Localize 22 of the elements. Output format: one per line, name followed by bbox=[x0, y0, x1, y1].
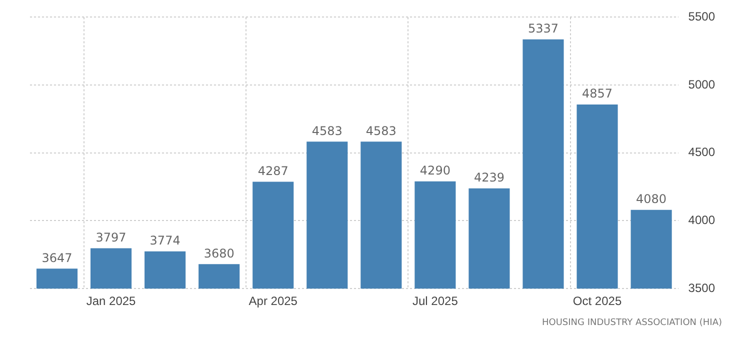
data-label: 4287 bbox=[258, 164, 288, 178]
data-label: 4080 bbox=[636, 192, 667, 206]
data-label: 4583 bbox=[366, 124, 396, 138]
x-tick-label: Oct 2025 bbox=[572, 294, 622, 308]
text: HOUSING INDUSTRY ASSOCIATION (HIA) bbox=[540, 318, 722, 328]
data-label: 4583 bbox=[312, 124, 342, 138]
data-label: 5337 bbox=[528, 21, 559, 36]
data-label: 3774 bbox=[150, 234, 180, 248]
data-label: 3680 bbox=[204, 246, 234, 260]
y-tick-label: 4000 bbox=[688, 213, 716, 228]
data-label: 4290 bbox=[420, 164, 450, 178]
x-tick-label: Apr 2025 bbox=[248, 294, 298, 308]
y-tick-label: 4500 bbox=[688, 145, 716, 160]
x-tick-label: Jan 2025 bbox=[86, 294, 136, 308]
data-label: 4239 bbox=[474, 170, 504, 184]
data-label: 3797 bbox=[96, 230, 126, 244]
x-tick-label: Jul 2025 bbox=[412, 294, 458, 308]
y-tick-label: 3500 bbox=[688, 280, 716, 295]
y-tick-label: 5000 bbox=[688, 77, 716, 92]
y-tick-label: 5500 bbox=[688, 10, 716, 24]
data-label: 4857 bbox=[582, 86, 613, 101]
data-label: 3647 bbox=[42, 250, 72, 265]
